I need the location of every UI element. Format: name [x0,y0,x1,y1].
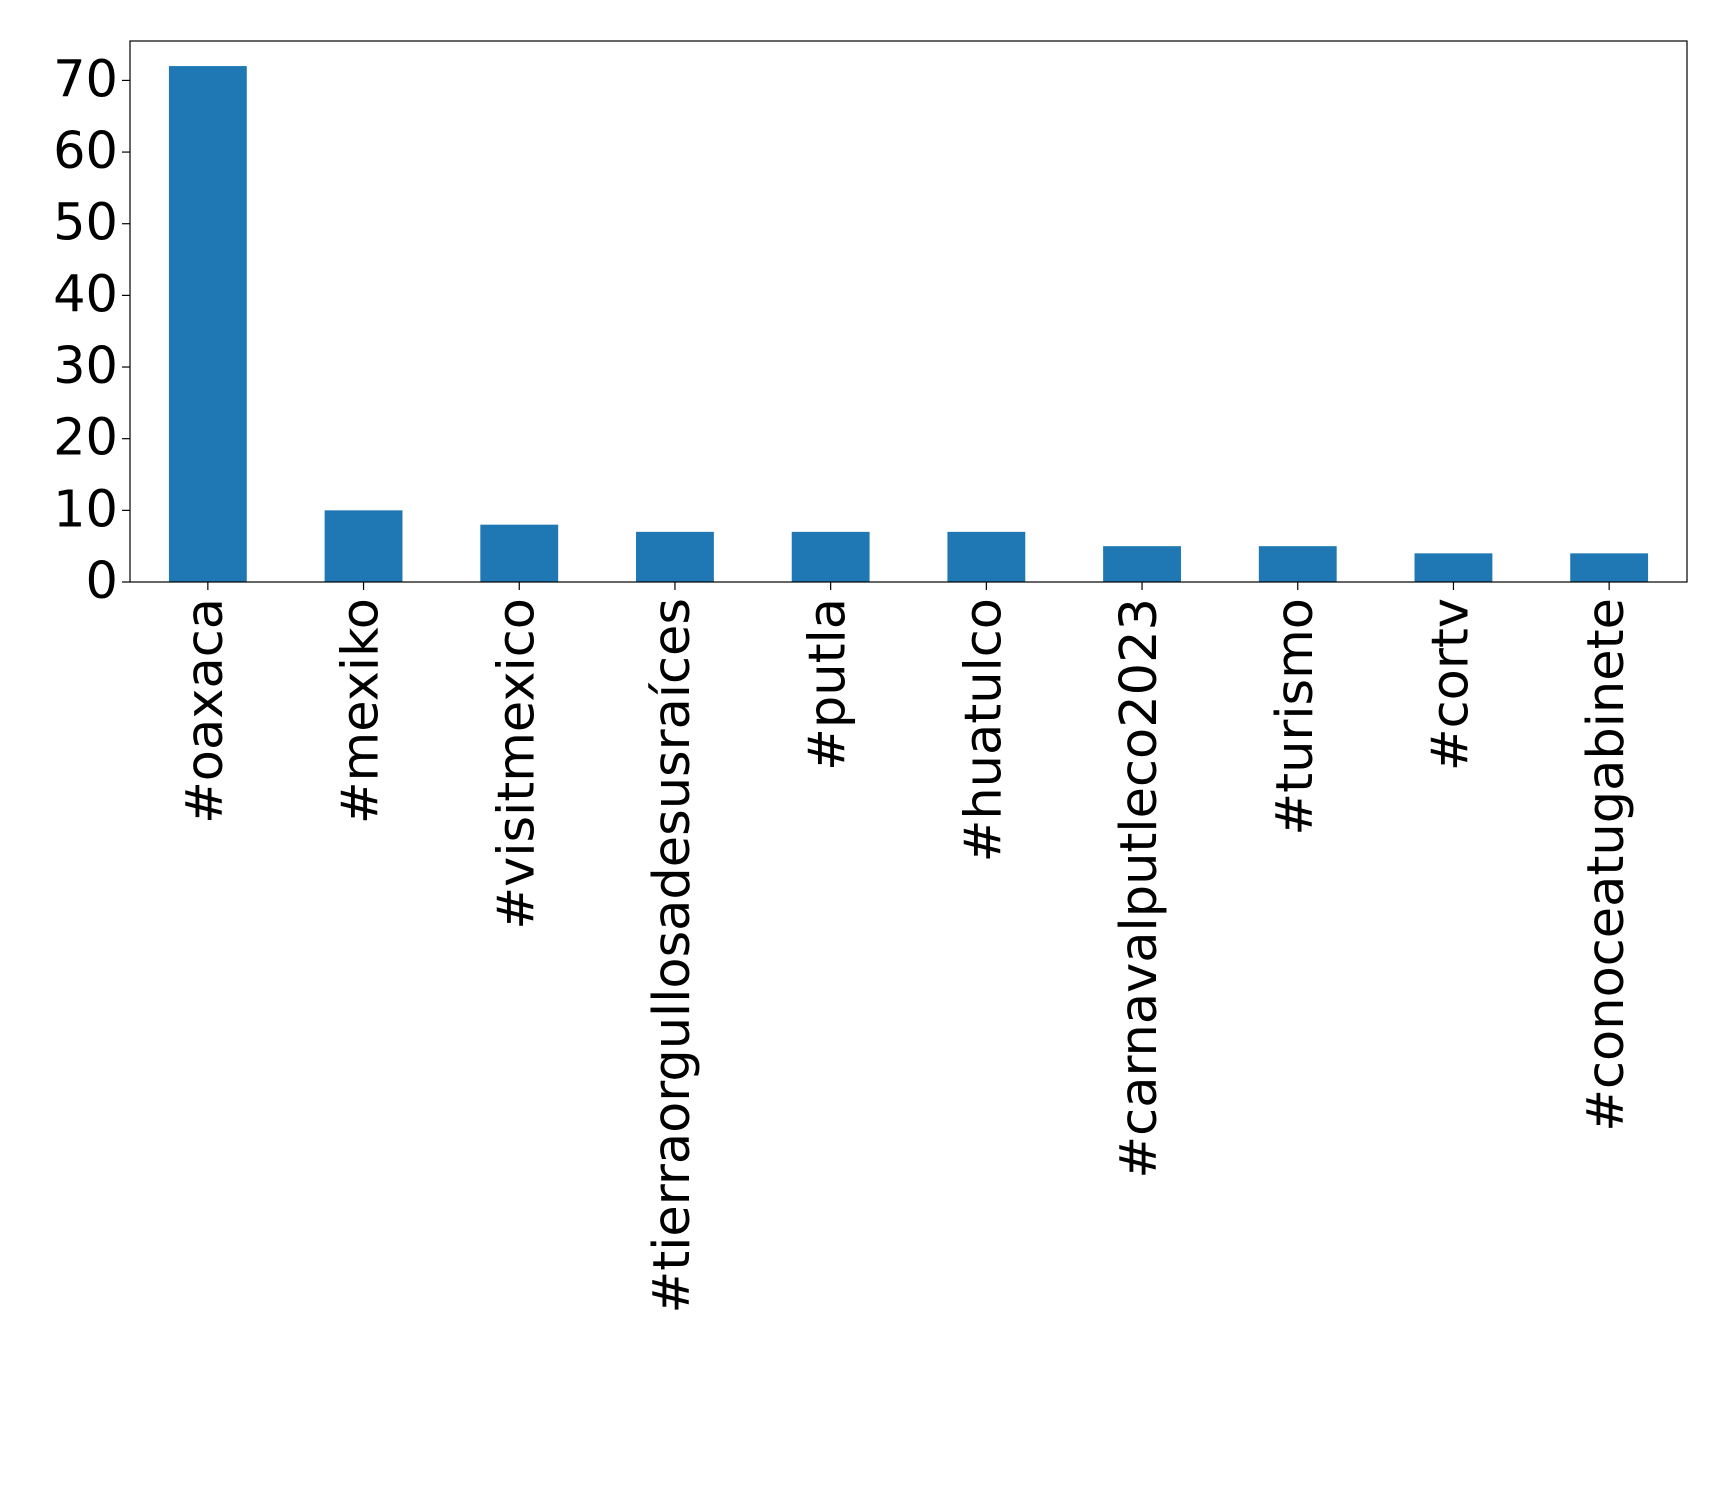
bar [1103,546,1181,582]
x-tick-label: #oaxaca [176,598,235,824]
y-tick-label: 30 [53,337,118,396]
bar [1258,546,1337,582]
bar [1570,553,1649,582]
plot-frame [129,40,1688,583]
y-tick-label: 70 [53,50,118,109]
bar [324,510,403,582]
x-tick-label: #carnavalputleco2023 [1110,598,1169,1179]
y-tick-label: 50 [53,194,118,253]
y-tick-label: 10 [53,480,118,539]
bar [1414,553,1493,582]
x-tick-label: #huatulco [954,598,1013,862]
bar [480,524,559,582]
y-tick-label: 20 [53,409,118,468]
bar [791,531,870,582]
bar [168,66,247,582]
bar [636,531,714,582]
y-tick-label: 0 [86,552,118,611]
x-tick-label: #turismo [1266,598,1325,836]
x-tick-label: #cortv [1421,598,1480,771]
x-tick-label: #tierraorgullosadesusraíces [643,598,702,1314]
x-tick-label: #visitmexico [487,598,546,930]
x-tick-label: #mexiko [332,598,391,824]
y-tick-label: 60 [53,122,118,181]
x-tick-label: #conoceatugabinete [1577,598,1636,1132]
bar [947,531,1026,582]
y-tick-label: 40 [53,265,118,324]
x-tick-label: #putla [799,598,858,771]
